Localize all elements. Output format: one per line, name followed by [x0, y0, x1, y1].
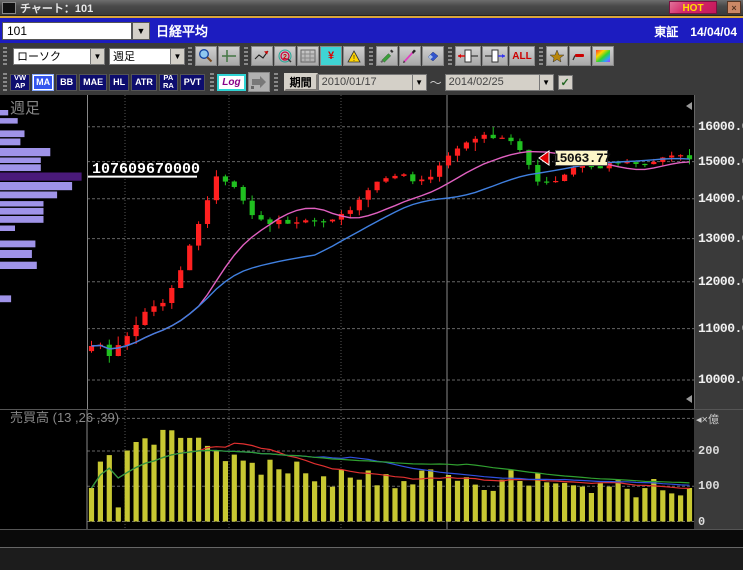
- svg-text:107609670000: 107609670000: [92, 161, 200, 178]
- svg-text:2: 2: [283, 54, 287, 61]
- svg-text:売買高 (13 ,26 ,39): 売買高 (13 ,26 ,39): [10, 410, 119, 425]
- svg-text:週足: 週足: [10, 100, 40, 117]
- svg-text:!: !: [353, 54, 355, 63]
